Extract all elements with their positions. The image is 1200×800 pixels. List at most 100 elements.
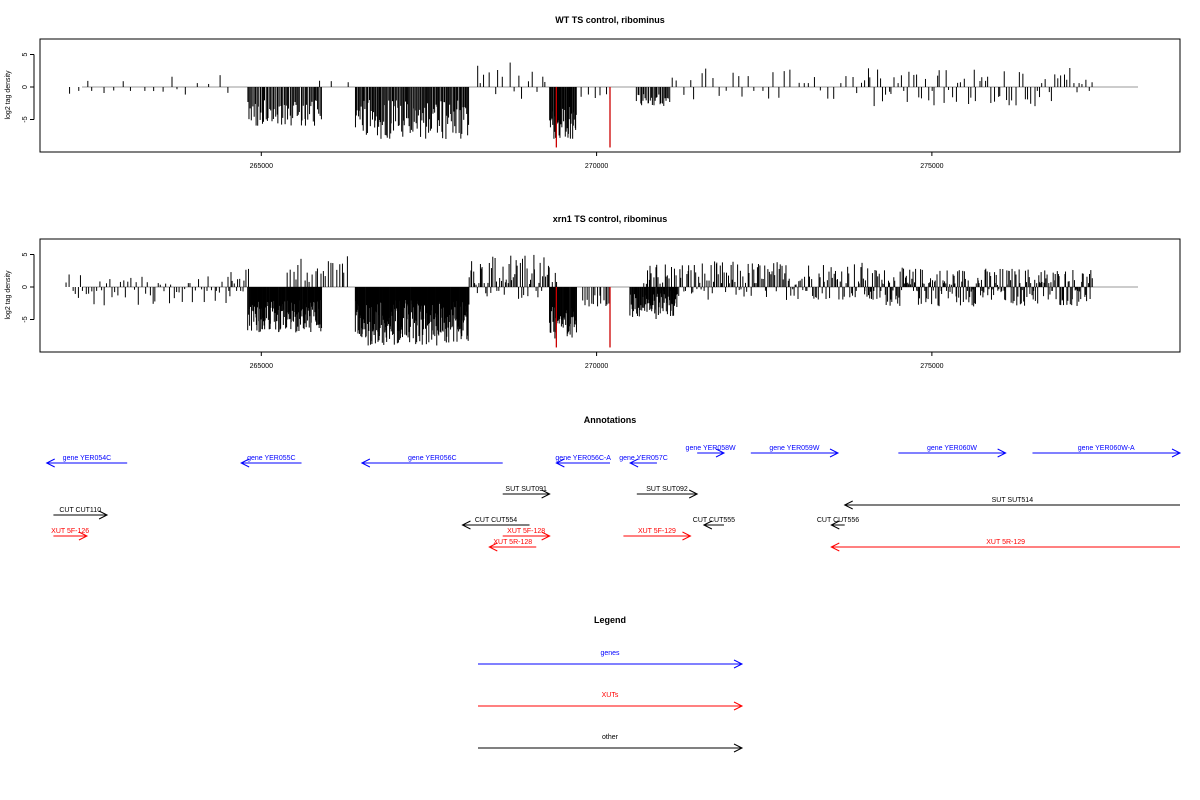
annotation-feature: gene YER054C (45, 455, 128, 468)
feature-arrow-head (688, 489, 699, 499)
annotation-feature: XUT 5F-126 (51, 528, 89, 541)
feature-arrow-head (78, 531, 89, 541)
annotation-feature: gene YER056C (360, 455, 503, 468)
panel-xrn1-y-axis: 5 0 -5 (22, 252, 35, 323)
feature-arrow-head (843, 500, 853, 510)
feature-arrow-head (45, 458, 55, 468)
feature-label: gene YER057C (619, 455, 668, 462)
feature-arrow-head (830, 520, 840, 530)
feature-arrow-head (555, 458, 565, 468)
feature-arrow-head (461, 520, 471, 530)
feature-arrow-head (541, 531, 551, 541)
y-tick-label: -5 (22, 116, 29, 122)
y-tick-label: 0 (22, 285, 29, 289)
annotation-feature: gene YER056C-A (555, 455, 611, 468)
legend-arrow-head (733, 701, 744, 711)
annotation-feature: gene YER060W (898, 445, 1007, 458)
feature-label: gene YER056C (408, 455, 457, 462)
annotation-feature: CUT CUT556 (817, 517, 859, 530)
legend-label: genes (600, 650, 620, 657)
annotation-feature: gene YER058W (686, 445, 736, 458)
legend-item: other (478, 734, 744, 753)
feature-arrow-head (715, 448, 726, 458)
feature-label: gene YER060W-A (1078, 445, 1135, 452)
x-tick-label: 270000 (585, 363, 608, 370)
feature-arrow-head (360, 458, 371, 468)
feature-label: XUT 5F-126 (51, 528, 89, 535)
panel-xrn1-title: xrn1 TS control, ribominus (553, 214, 668, 224)
panel-wt-y-axis: 5 0 -5 (22, 52, 35, 123)
feature-arrow-head (541, 489, 551, 499)
panel-wt-x-axis: 265000 270000 275000 (250, 151, 944, 170)
y-tick-label: 5 (22, 52, 29, 56)
feature-label: gene YER056C-A (555, 455, 611, 462)
legend-label: other (602, 734, 619, 741)
annotation-features: gene YER054C gene YER055C gene YER056C gene… (45, 445, 1182, 552)
panel-xrn1-bars (65, 254, 1093, 348)
feature-arrow-head (829, 448, 840, 458)
feature-arrow-head (488, 542, 498, 552)
legend-item: XUTs (478, 692, 744, 711)
annotation-feature: SUT SUT092 (636, 486, 699, 499)
legend-item: genes (478, 650, 744, 669)
x-tick-label: 275000 (920, 363, 943, 370)
feature-label: CUT CUT554 (475, 517, 517, 524)
feature-label: CUT CUT110 (59, 507, 101, 514)
annotation-feature: gene YER059W (750, 445, 840, 458)
annotation-feature: CUT CUT555 (693, 517, 735, 530)
feature-arrow-head (98, 510, 109, 520)
annotation-feature: gene YER055C (240, 455, 302, 468)
feature-arrow-head (830, 542, 840, 552)
feature-label: CUT CUT556 (817, 517, 859, 524)
panel-wt-title: WT TS control, ribominus (555, 15, 665, 25)
legend-section: Legend genes XUTs other (478, 615, 744, 753)
panel-xrn1: xrn1 TS control, ribominus 5 0 -5 265000 27… (5, 214, 1181, 370)
panel-wt-ylabel: log2 tag density (5, 70, 12, 120)
panel-wt-bars (69, 62, 1093, 148)
feature-arrow-head (628, 458, 639, 468)
feature-arrow-head (997, 448, 1007, 458)
annotation-feature: CUT CUT554 (461, 517, 530, 530)
legend-label: XUTs (602, 692, 619, 699)
annotation-feature: SUT SUT514 (843, 497, 1180, 510)
annotations-section: Annotations gene YER054C gene YER055C gene… (45, 415, 1182, 552)
annotation-feature: XUT 5F-129 (623, 528, 692, 541)
annotation-feature: XUT 5R-129 (830, 539, 1180, 552)
legend-title: Legend (594, 615, 626, 625)
annotation-feature: CUT CUT110 (53, 507, 109, 520)
panel-xrn1-ylabel: log2 tag density (5, 270, 12, 320)
feature-label: SUT SUT092 (646, 486, 688, 493)
annotation-feature: SUT SUT091 (502, 486, 551, 499)
feature-label: SUT SUT091 (505, 486, 547, 493)
annotation-feature: gene YER060W-A (1032, 445, 1182, 458)
feature-label: gene YER055C (247, 455, 296, 462)
feature-label: XUT 5F-129 (638, 528, 676, 535)
feature-label: gene YER058W (686, 445, 736, 452)
y-tick-label: -5 (22, 316, 29, 322)
feature-arrow-head (240, 458, 250, 468)
x-tick-label: 270000 (585, 163, 608, 170)
annotations-title: Annotations (584, 415, 637, 425)
feature-arrow-head (1171, 448, 1182, 458)
annotation-feature: XUT 5F-128 (502, 528, 551, 541)
annotation-feature: XUT 5R-128 (488, 539, 537, 552)
panel-xrn1-x-axis: 265000 270000 275000 (250, 351, 944, 370)
feature-arrow-head (702, 520, 713, 530)
feature-label: gene YER059W (769, 445, 819, 452)
feature-label: XUT 5R-128 (493, 539, 532, 546)
annotation-feature: gene YER057C (619, 455, 668, 468)
feature-label: XUT 5R-129 (986, 539, 1025, 546)
legend-arrow-head (733, 659, 744, 669)
feature-arrow-head (682, 531, 692, 541)
x-tick-label: 265000 (250, 163, 273, 170)
feature-label: CUT CUT555 (693, 517, 735, 524)
x-tick-label: 265000 (250, 363, 273, 370)
panel-wt: WT TS control, ribominus 5 0 -5 265000 2700… (5, 15, 1181, 170)
feature-label: SUT SUT514 (992, 497, 1034, 504)
feature-label: gene YER060W (927, 445, 977, 452)
y-tick-label: 5 (22, 252, 29, 256)
y-tick-label: 0 (22, 85, 29, 89)
x-tick-label: 275000 (920, 163, 943, 170)
feature-label: XUT 5F-128 (507, 528, 545, 535)
